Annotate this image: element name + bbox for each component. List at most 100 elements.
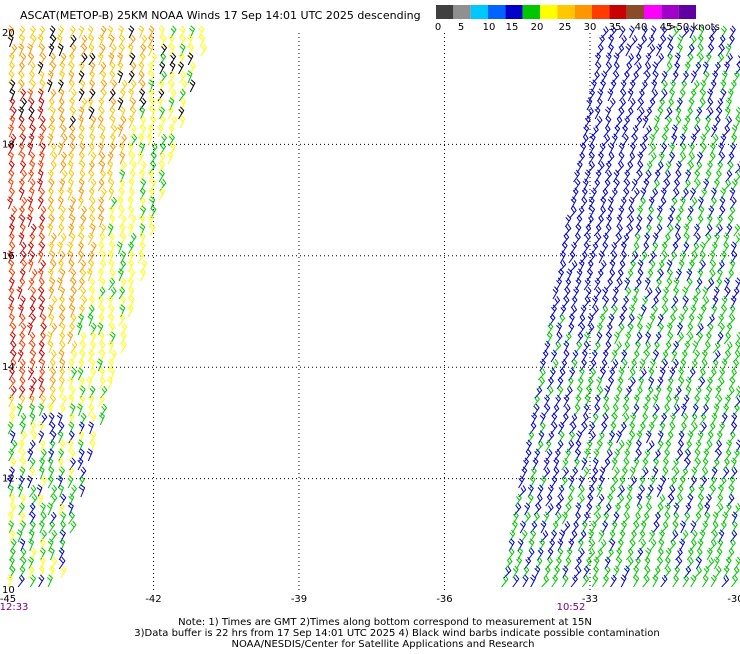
wind-barb [699,529,706,543]
pass-time: 10:52 [557,602,586,613]
wind-barb [532,457,539,471]
wind-barb [598,529,605,543]
wind-barb [37,268,44,282]
wind-barb [616,494,625,507]
wind-barb [708,539,717,552]
wind-barb [629,259,636,273]
wind-barb [100,88,107,102]
wind-barb [149,106,156,120]
wind-barb [671,457,679,471]
wind-barb [607,485,616,498]
wind-barb [7,196,14,210]
wind-barb [67,475,74,489]
wind-barb [99,277,106,291]
wind-barb [569,205,577,219]
wind-barb [586,107,594,120]
wind-barb [689,422,698,435]
wind-barb [29,124,36,138]
wind-barb [648,259,656,273]
wind-barb [28,133,35,147]
wind-barb [641,512,650,525]
wind-barb [676,484,684,498]
wind-barb [655,223,663,237]
wind-barb [619,421,627,435]
wind-barb [69,232,76,246]
wind-barb [616,430,622,444]
wind-barb [168,124,175,138]
wind-barb [560,475,568,489]
wind-barb [593,277,601,291]
wind-barb [109,115,116,129]
wind-barb [573,178,581,192]
wind-barb [49,421,56,435]
wind-barb [628,196,635,210]
wind-barb [90,115,97,129]
wind-barb [68,205,75,219]
wind-barb [557,268,565,282]
wind-barb [634,52,642,66]
wind-barb [100,385,108,399]
wind-barb [77,457,84,471]
wind-barb [613,331,620,345]
wind-barb [732,286,740,300]
wind-barb [696,151,704,165]
wind-barb [629,35,638,48]
wind-barb [643,565,651,579]
wind-barb [603,340,612,354]
wind-barb [629,476,637,489]
wind-barb [47,475,54,489]
wind-barb [511,520,518,534]
wind-barb [622,340,631,354]
wind-barb [49,124,56,138]
wind-barb [128,268,136,282]
wind-barb [18,502,25,516]
wind-barb [29,358,36,372]
wind-barb [618,475,626,489]
wind-barb [666,331,674,345]
wind-barb [729,79,737,93]
wind-barb [68,142,76,156]
wind-barb [59,286,66,300]
wind-barb [117,124,124,138]
wind-barb [637,107,645,120]
wind-barb [568,538,575,552]
wind-barb [709,250,716,264]
wind-barb [8,394,15,408]
wind-barb [512,574,520,588]
wind-barb [656,268,664,282]
wind-barb [78,151,85,165]
wind-barb [688,259,695,273]
wind-barb [139,88,146,102]
wind-barb [656,556,664,570]
wind-barb [658,151,665,165]
wind-barb [650,188,659,201]
wind-barb [600,421,608,435]
wind-barb [671,467,680,480]
wind-barb [89,340,96,354]
wind-barb [49,160,57,174]
wind-barb [721,358,728,372]
wind-barb [636,97,645,111]
colorbar-label: 10 [483,22,496,33]
wind-barb [665,224,674,237]
wind-barb [580,142,587,156]
wind-barb [732,403,740,417]
wind-barb [7,178,14,192]
wind-barb [587,161,596,174]
wind-barb [586,268,594,282]
wind-barb [40,475,48,489]
wind-barb [128,70,135,84]
wind-barb [713,232,720,246]
wind-barb [576,160,583,174]
wind-barb [649,475,656,489]
wind-barb [675,106,682,120]
wind-barb [59,358,66,372]
wind-barb [529,475,536,489]
wind-barb [27,259,34,273]
wind-barb [79,484,86,498]
wind-barb [139,232,146,246]
wind-barb [582,241,590,255]
wind-barb [80,214,87,228]
wind-barb [69,43,77,57]
wind-barb [39,556,46,570]
